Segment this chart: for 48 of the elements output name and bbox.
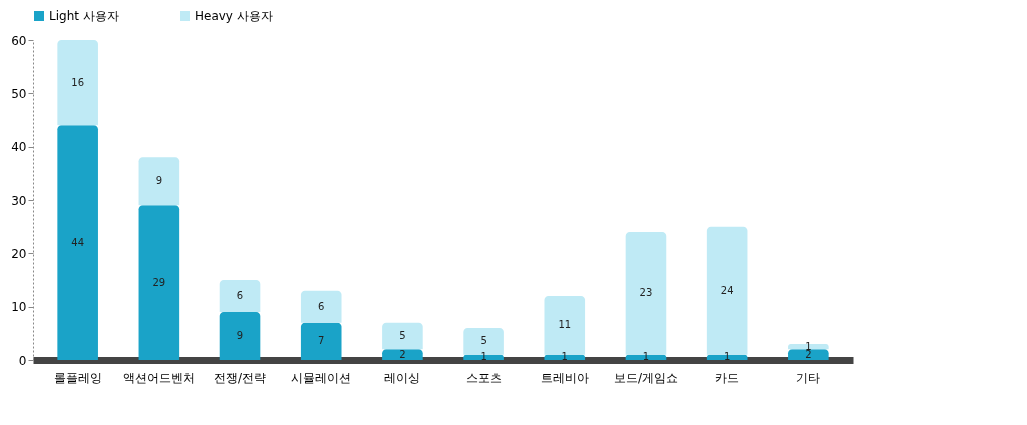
data-label: 9 bbox=[236, 330, 244, 341]
x-tick-label: 전쟁/전략 bbox=[214, 370, 267, 385]
data-label: 29 bbox=[152, 276, 166, 288]
bar bbox=[57, 40, 98, 126]
bar bbox=[382, 349, 423, 360]
data-label: 44 bbox=[71, 236, 85, 248]
data-label: 6 bbox=[236, 290, 244, 301]
bar bbox=[300, 290, 342, 323]
x-tick-label: 카드 bbox=[715, 370, 740, 385]
bar bbox=[300, 322, 342, 360]
bar bbox=[219, 280, 261, 312]
bar bbox=[57, 125, 98, 360]
data-label: 7 bbox=[318, 335, 325, 347]
y-tick-label: 50 bbox=[11, 86, 27, 101]
x-tick-label: 레이싱 bbox=[384, 370, 421, 385]
data-label: 1 bbox=[723, 351, 731, 363]
y-tick-label: 20 bbox=[11, 246, 27, 261]
data-label: 1 bbox=[480, 351, 487, 363]
y-tick-label: 60 bbox=[11, 33, 27, 48]
x-tick-label: 트레비아 bbox=[540, 370, 589, 385]
data-label: 6 bbox=[318, 300, 325, 312]
y-tick-label: 10 bbox=[11, 300, 27, 315]
x-tick-label: 액션어드벤처 bbox=[122, 370, 195, 385]
data-label: 11 bbox=[558, 319, 572, 331]
y-tick-label: 0 bbox=[18, 353, 27, 368]
x-tick-label: 보드/게임쇼 bbox=[613, 370, 678, 385]
data-label: 16 bbox=[71, 76, 85, 88]
data-label: 9 bbox=[155, 175, 163, 187]
x-tick-label: 스포츠 bbox=[465, 370, 502, 385]
data-label: 1 bbox=[642, 351, 650, 363]
y-tick-label: 30 bbox=[11, 193, 27, 208]
legend-label: Light 사용자 bbox=[49, 9, 119, 23]
bar bbox=[788, 349, 829, 360]
legend-label: Heavy 사용자 bbox=[195, 9, 273, 23]
data-label: 1 bbox=[561, 351, 568, 363]
bar bbox=[138, 157, 180, 206]
data-label: 23 bbox=[639, 287, 653, 299]
y-tick-label: 40 bbox=[11, 140, 27, 155]
bar bbox=[138, 205, 180, 360]
data-label: 5 bbox=[399, 330, 406, 341]
x-tick-label: 기타 bbox=[796, 370, 821, 385]
x-tick-label: 롤플레잉 bbox=[53, 370, 102, 385]
data-label: 24 bbox=[720, 284, 734, 296]
data-label: 5 bbox=[480, 335, 487, 347]
bar bbox=[382, 322, 423, 350]
x-tick-label: 시뮬레이션 bbox=[291, 370, 352, 385]
data-label: 2 bbox=[399, 348, 406, 360]
bar bbox=[219, 312, 261, 360]
